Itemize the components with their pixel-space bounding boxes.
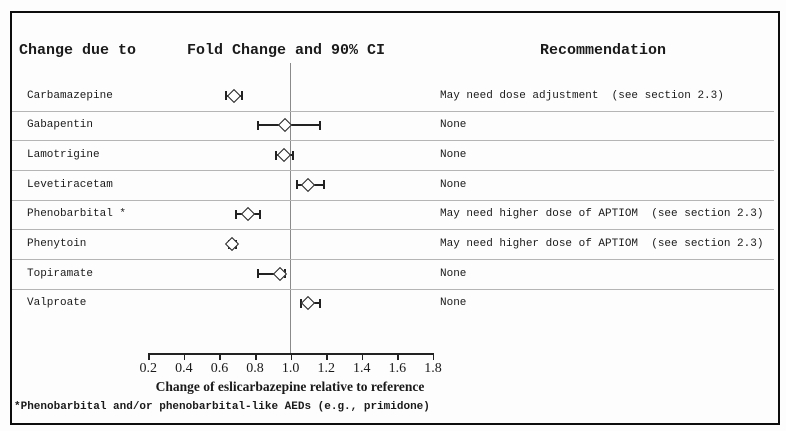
x-axis-tick-label: 1.8 [424, 361, 442, 376]
table-row: Phenytoin May need higher dose of APTIOM … [12, 229, 774, 260]
point-estimate-diamond [240, 207, 255, 222]
recommendation-text: None [440, 178, 467, 191]
x-axis-tick [255, 353, 257, 360]
drug-name: Valproate [27, 297, 87, 310]
recommendation-text: None [440, 297, 467, 310]
table-row: Topiramate None [12, 259, 774, 290]
drug-name: Levetiracetam [27, 178, 113, 191]
recommendation-text: May need higher dose of APTIOM (see sect… [440, 238, 764, 251]
point-estimate-diamond [276, 148, 291, 163]
point-estimate-diamond [301, 296, 316, 311]
table-row: Gabapentin None [12, 111, 774, 142]
column-header-change-due-to: Change due to [19, 42, 137, 59]
table-row: Valproate None [12, 289, 774, 319]
x-axis-tick-label: 0.2 [139, 361, 158, 376]
table-row: Levetiracetam None [12, 170, 774, 201]
table-row: Lamotrigine None [12, 140, 774, 171]
ci-cap-low [295, 180, 298, 190]
ci-cap-low [299, 298, 302, 308]
footnote: *Phenobarbital and/or phenobarbital-like… [14, 401, 430, 413]
recommendation-text: May need higher dose of APTIOM (see sect… [440, 208, 764, 221]
recommendation-text: May need dose adjustment (see section 2.… [440, 89, 724, 102]
x-axis-tick [290, 353, 293, 360]
recommendation-text: None [440, 119, 467, 132]
ci-cap-high [319, 120, 322, 130]
ci-cap-high [322, 180, 325, 190]
x-axis-tick-label: 0.6 [210, 361, 229, 376]
table-row: Carbamazepine May need dose adjustment (s… [12, 81, 774, 112]
recommendation-text: None [440, 149, 467, 162]
column-header-recommendation: Recommendation [540, 42, 667, 59]
ci-cap-low [235, 209, 238, 219]
figure-border [10, 11, 780, 425]
x-axis-tick [361, 353, 364, 360]
drug-name: Carbamazepine [27, 89, 113, 102]
x-axis-tick [148, 353, 150, 360]
point-estimate-diamond [226, 88, 241, 103]
drug-name: Phenytoin [27, 238, 87, 251]
x-axis-tick-label: 0.8 [246, 361, 264, 376]
recommendation-text: None [440, 267, 467, 280]
x-axis-tick-label: 1.6 [388, 361, 407, 376]
drug-name: Gabapentin [27, 119, 94, 132]
table-row: Phenobarbital * May need higher dose of A… [12, 200, 774, 231]
x-axis-tick-label: 0.4 [175, 361, 193, 376]
reference-line-1.0 [290, 63, 291, 354]
x-axis-tick-label: 1.2 [317, 361, 335, 376]
x-axis-tick [183, 353, 186, 360]
ci-cap-low [274, 150, 277, 160]
x-axis-tick [219, 353, 221, 360]
drug-name: Lamotrigine [27, 149, 100, 162]
ci-cap-high [292, 150, 295, 160]
x-axis-tick-label: 1.0 [281, 361, 300, 376]
ci-cap-high [258, 209, 261, 219]
point-estimate-diamond [301, 177, 316, 192]
ci-cap-low [256, 120, 259, 130]
x-axis-tick [432, 353, 435, 360]
drug-name: Phenobarbital * [27, 208, 127, 221]
x-axis-tick [326, 353, 328, 360]
ci-cap-low [256, 269, 259, 279]
drug-name: Topiramate [27, 267, 94, 280]
x-axis-tick-label: 1.4 [353, 361, 371, 376]
ci-cap-high [240, 91, 243, 101]
ci-cap-low [224, 91, 227, 101]
ci-cap-high [319, 298, 322, 308]
ci-whisker [256, 272, 284, 275]
column-header-fold-change-ci: Fold Change and 90% CI [187, 42, 386, 59]
point-estimate-diamond [278, 118, 293, 133]
x-axis-label: Change of eslicarbazepine relative to re… [155, 379, 425, 394]
x-axis-tick [397, 353, 399, 360]
